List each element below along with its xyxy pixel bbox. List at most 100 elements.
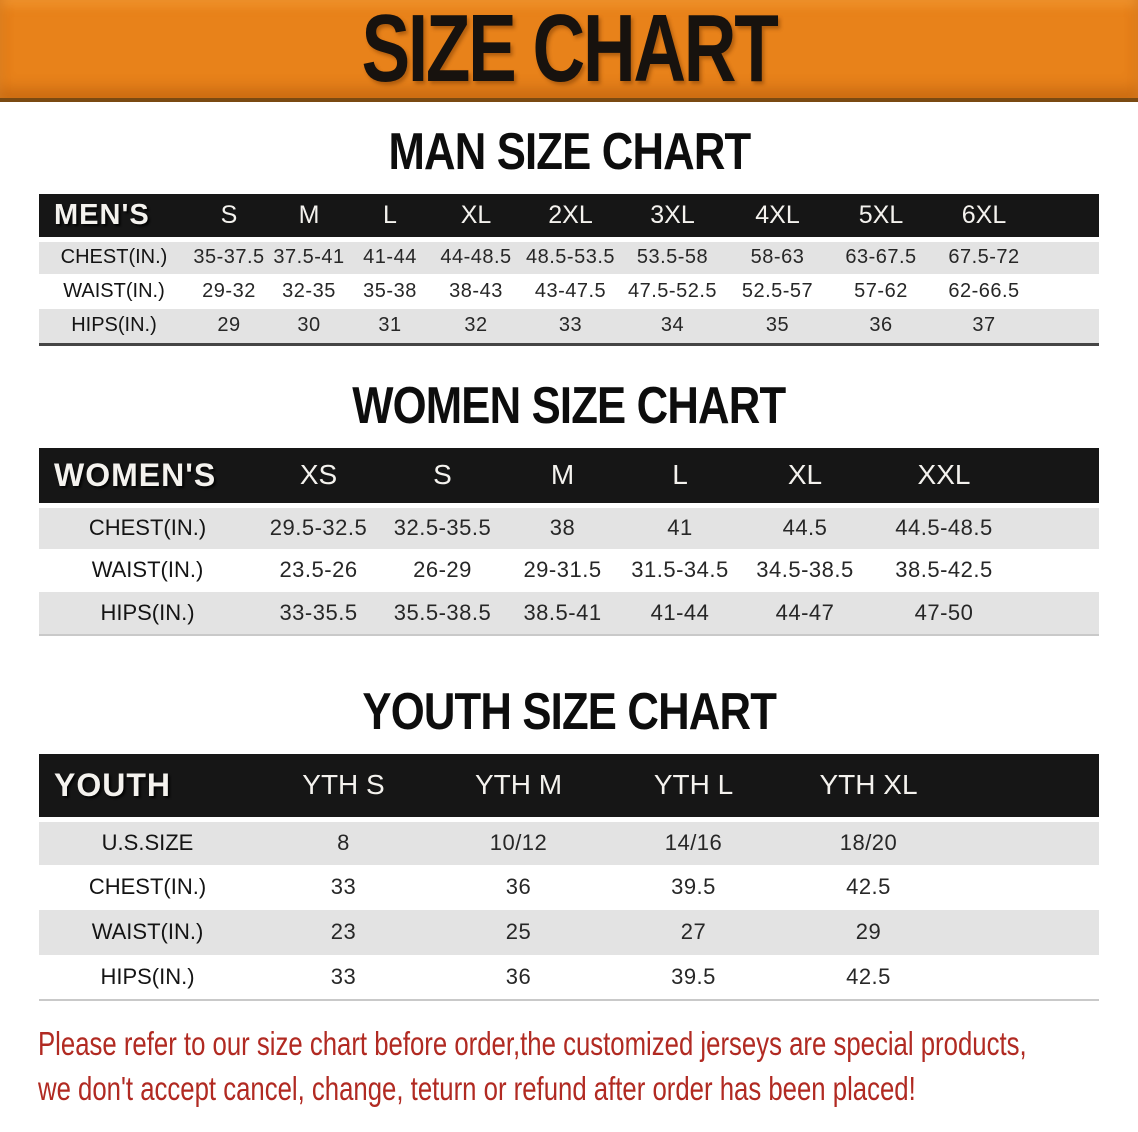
women-section: WOMEN SIZE CHART WOMEN'S XS S M L XL XXL CHEST(… <box>0 376 1138 636</box>
size-value-cell: 29 <box>855 919 882 944</box>
size-value-cell: 44-48.5 <box>440 246 512 269</box>
size-column-header: XXL <box>871 447 1017 508</box>
men-header-row: MEN'S S M L XL 2XL 3XL 4XL 5XL 6XL <box>39 194 1099 242</box>
size-value-cell: 44-47 <box>775 599 835 625</box>
women-heading-text: WOMEN SIZE CHART <box>352 376 786 435</box>
size-value-cell: 10/12 <box>489 830 548 856</box>
size-column-header: 5XL <box>830 194 932 242</box>
row-label: WAIST(IN.) <box>63 280 165 302</box>
size-value-cell: 41-44 <box>363 246 417 269</box>
size-column-header: YTH M <box>431 753 606 822</box>
women-size-table: WOMEN'S XS S M L XL XXL CHEST(IN.) 29.5-32.5 32.5… <box>39 447 1099 636</box>
size-value-cell: 29-31.5 <box>523 557 602 582</box>
size-value-cell: 57-62 <box>854 280 908 302</box>
spacer-cell <box>1036 239 1099 274</box>
size-value-cell: 25 <box>505 919 532 944</box>
size-value-cell: 39.5 <box>671 963 716 989</box>
size-value-cell: 41-44 <box>650 599 710 625</box>
women-header-row: WOMEN'S XS S M L XL XXL <box>39 447 1099 508</box>
measurement-row: CHEST(IN.) 33 36 39.5 42.5 <box>39 864 1099 910</box>
size-value-cell: 44.5-48.5 <box>895 515 993 541</box>
size-value-cell: 47.5-52.5 <box>627 280 717 302</box>
disclaimer-line-1: Please refer to our size chart before or… <box>38 1024 1027 1062</box>
size-value-cell: 33-35.5 <box>279 599 358 625</box>
size-value-cell: 35-38 <box>363 280 417 302</box>
men-section: MAN SIZE CHART MEN'S S M L XL 2XL 3XL 4XL 5XL 6XL… <box>0 123 1138 346</box>
size-column-header: YTH S <box>256 753 431 822</box>
size-chart-banner: SIZE CHART <box>0 0 1138 102</box>
spacer-cell <box>956 955 1099 1000</box>
size-value-cell: 35-37.5 <box>193 246 265 269</box>
youth-section-heading: YOUTH SIZE CHART <box>0 682 1138 741</box>
measurement-row: WAIST(IN.) 23.5-26 26-29 29-31.5 31.5-34.5 34… <box>39 548 1099 592</box>
youth-group-label: YOUTH <box>39 753 256 822</box>
women-section-heading: WOMEN SIZE CHART <box>0 376 1138 435</box>
size-value-cell: 42.5 <box>846 963 891 989</box>
row-label: CHEST(IN.) <box>88 515 207 541</box>
size-column-header: 6XL <box>932 194 1036 242</box>
size-value-cell: 42.5 <box>846 874 891 899</box>
measurement-row: WAIST(IN.) 23 25 27 29 <box>39 909 1099 955</box>
measurement-row: CHEST(IN.) 29.5-32.5 32.5-35.5 38 41 44.5 44.5… <box>39 505 1099 549</box>
size-value-cell: 32-35 <box>282 280 336 302</box>
measurement-row: CHEST(IN.) 35-37.5 37.5-41 41-44 44-48.5 48.5… <box>39 239 1099 274</box>
size-value-cell: 44.5 <box>782 515 828 541</box>
size-value-cell: 26-29 <box>413 557 472 582</box>
measurement-row: WAIST(IN.) 29-32 32-35 35-38 38-43 43-47.5 47.… <box>39 274 1099 309</box>
size-value-cell: 67.5-72 <box>948 246 1020 269</box>
size-value-cell: 32.5-35.5 <box>393 515 492 541</box>
size-column-header: S <box>381 447 504 508</box>
size-value-cell: 43-47.5 <box>534 280 607 302</box>
size-value-cell: 32 <box>464 314 488 337</box>
size-value-cell: 29-32 <box>202 280 256 302</box>
size-value-cell: 41 <box>667 515 693 541</box>
size-value-cell: 53.5-58 <box>636 246 709 269</box>
row-label: U.S.SIZE <box>101 830 194 856</box>
size-value-cell: 38.5-41 <box>523 599 602 625</box>
row-label: WAIST(IN.) <box>91 919 204 944</box>
spacer-cell <box>1017 506 1099 549</box>
banner-title: SIZE CHART <box>361 0 779 102</box>
spacer-cell <box>1017 592 1099 635</box>
measurement-row: U.S.SIZE 8 10/12 14/16 18/20 <box>39 819 1099 865</box>
row-label: HIPS(IN.) <box>100 963 195 989</box>
men-section-heading: MAN SIZE CHART <box>0 123 1138 181</box>
size-column-header: XS <box>256 447 381 508</box>
disclaimer-note: Please refer to our size chart before or… <box>38 1021 1138 1111</box>
size-value-cell: 33 <box>330 874 357 899</box>
size-value-cell: 34.5-38.5 <box>756 557 854 582</box>
size-value-cell: 52.5-57 <box>741 280 814 302</box>
size-column-header: L <box>621 447 739 508</box>
size-value-cell: 31 <box>378 314 402 337</box>
size-value-cell: 18/20 <box>839 830 898 856</box>
row-label: WAIST(IN.) <box>91 557 204 582</box>
men-heading-text: MAN SIZE CHART <box>388 123 751 181</box>
measurement-row: HIPS(IN.) 33-35.5 35.5-38.5 38.5-41 41-44 44-… <box>39 591 1099 635</box>
size-value-cell: 33 <box>558 314 583 337</box>
measurement-row: HIPS(IN.) 33 36 39.5 42.5 <box>39 954 1099 1000</box>
size-column-header: 2XL <box>521 194 620 242</box>
size-value-cell: 33 <box>330 963 357 989</box>
size-value-cell: 27 <box>680 919 707 944</box>
size-column-header: M <box>504 447 621 508</box>
men-group-label: MEN'S <box>39 194 189 242</box>
size-value-cell: 35.5-38.5 <box>393 599 492 625</box>
spacer-cell <box>956 865 1099 910</box>
youth-heading-text: YOUTH SIZE CHART <box>362 682 777 741</box>
size-value-cell: 36 <box>505 874 532 899</box>
size-value-cell: 31.5-34.5 <box>631 557 729 582</box>
size-column-header: XL <box>431 194 521 242</box>
spacer-cell <box>1036 309 1099 344</box>
spacer-cell <box>956 820 1099 865</box>
row-label: CHEST(IN.) <box>88 874 207 899</box>
spacer-cell <box>956 753 1099 822</box>
size-value-cell: 29 <box>217 314 241 337</box>
disclaimer-line-2: we don't accept cancel, change, teturn o… <box>38 1069 916 1107</box>
size-value-cell: 38.5-42.5 <box>895 557 993 582</box>
size-column-header: S <box>189 194 269 242</box>
size-value-cell: 23 <box>330 919 357 944</box>
size-value-cell: 38-43 <box>449 280 503 302</box>
youth-section: YOUTH SIZE CHART YOUTH YTH S YTH M YTH L YTH… <box>0 682 1138 1001</box>
size-column-header: L <box>349 194 431 242</box>
size-value-cell: 62-66.5 <box>948 280 1020 302</box>
